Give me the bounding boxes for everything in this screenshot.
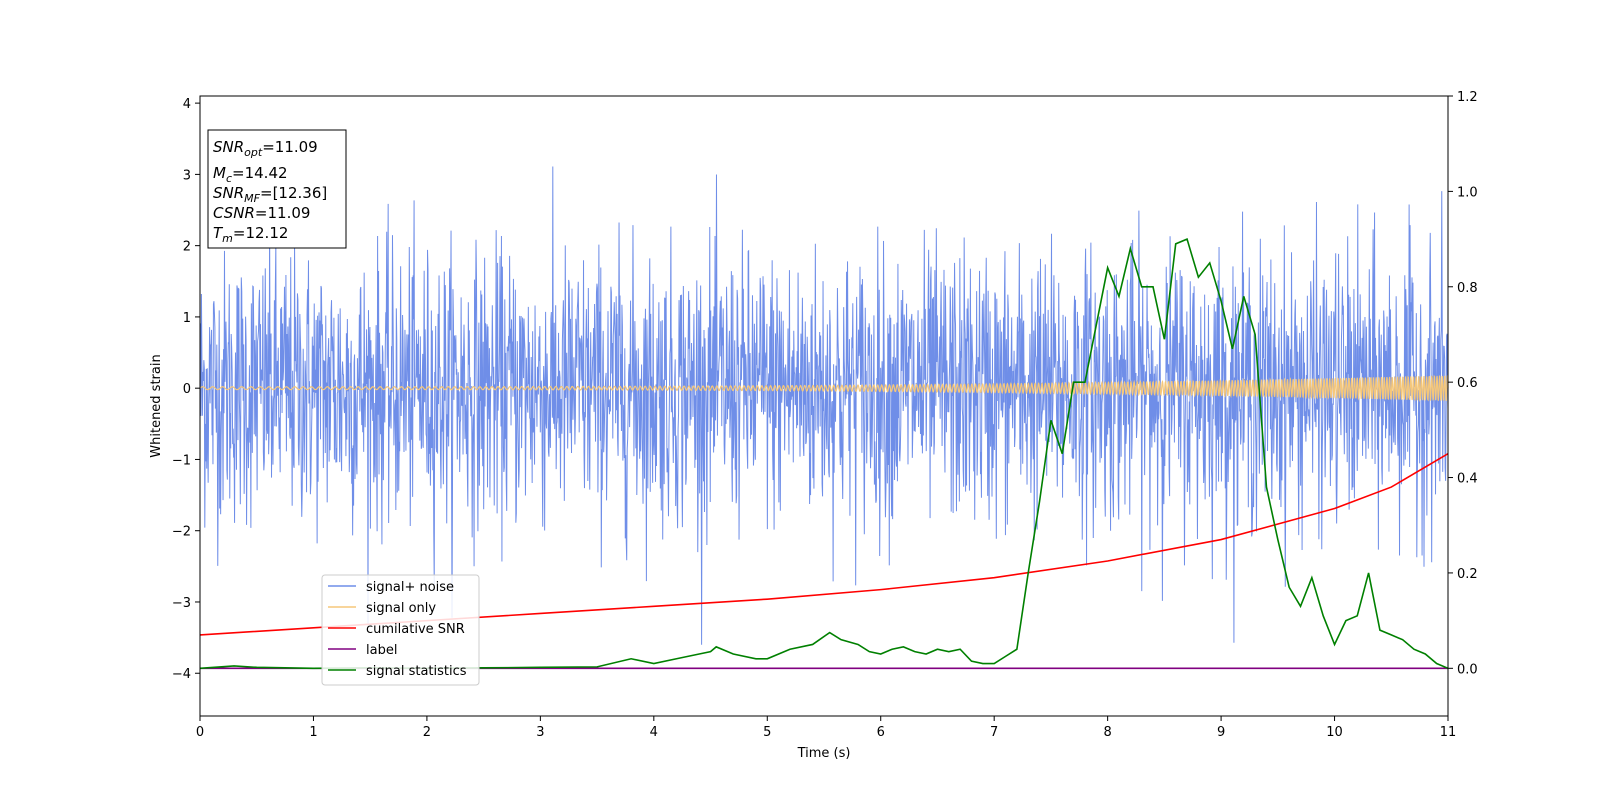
left-y-axis-ticks: −4 −3 −2 −1 0 1 2 3 4 bbox=[172, 97, 200, 682]
x-tick-label: 3 bbox=[536, 725, 544, 740]
y-axis-label: Whitened strain bbox=[149, 354, 164, 457]
signal-plus-noise-line bbox=[199, 166, 1449, 645]
left-y-tick-label: 3 bbox=[183, 168, 191, 183]
x-tick-label: 5 bbox=[763, 725, 771, 740]
left-y-tick-label: −4 bbox=[172, 667, 191, 682]
x-tick-label: 9 bbox=[1217, 725, 1225, 740]
left-y-tick-label: 2 bbox=[183, 240, 191, 255]
left-y-tick-label: −1 bbox=[172, 453, 191, 468]
stats-snr-mf: SNRMF=[12.36] bbox=[213, 184, 327, 205]
stats-csnr: CSNR=11.09 bbox=[213, 204, 310, 222]
stats-mc: Mc=14.42 bbox=[213, 164, 288, 185]
signal-only-line bbox=[199, 374, 1449, 402]
right-y-tick-label: 0.4 bbox=[1457, 472, 1478, 487]
x-tick-label: 10 bbox=[1326, 725, 1343, 740]
stats-snr-opt: SNRopt=11.09 bbox=[213, 138, 318, 159]
legend-label-signal-noise: signal+ noise bbox=[366, 580, 454, 595]
legend-label-signal-statistics: signal statistics bbox=[366, 664, 467, 679]
x-axis-ticks: 0 1 2 3 4 5 6 7 8 9 10 11 bbox=[196, 716, 1456, 740]
x-tick-label: 4 bbox=[650, 725, 658, 740]
stats-box-frame bbox=[207, 129, 347, 249]
signal-statistics-line bbox=[199, 237, 1449, 670]
stats-tm: Tm=12.12 bbox=[213, 224, 288, 245]
stats-box: SNRopt=11.09 Mc=14.42 SNRMF=[12.36] CSNR… bbox=[207, 129, 347, 249]
x-tick-label: 1 bbox=[309, 725, 317, 740]
left-y-tick-label: −2 bbox=[172, 525, 191, 540]
left-y-tick-label: 0 bbox=[183, 382, 191, 397]
left-y-tick-label: 4 bbox=[183, 97, 191, 112]
series-signal-only bbox=[199, 374, 1449, 402]
right-y-tick-label: 1.2 bbox=[1457, 90, 1478, 105]
right-y-tick-label: 0.6 bbox=[1457, 376, 1478, 391]
legend: signal+ noise signal only cumilative SNR la… bbox=[321, 574, 480, 686]
right-y-tick-label: 1.0 bbox=[1457, 185, 1478, 200]
legend-label-signal-only: signal only bbox=[366, 601, 436, 616]
right-y-tick-label: 0.8 bbox=[1457, 281, 1478, 296]
right-y-tick-label: 0.0 bbox=[1457, 662, 1478, 677]
left-y-tick-label: 1 bbox=[183, 311, 191, 326]
plot-frame bbox=[199, 95, 1449, 717]
x-tick-label: 6 bbox=[877, 725, 885, 740]
left-y-tick-label: −3 bbox=[172, 596, 191, 611]
series-signal-plus-noise bbox=[199, 166, 1449, 645]
legend-label-cumilative-snr: cumilative SNR bbox=[366, 622, 465, 637]
x-tick-label: 0 bbox=[196, 725, 204, 740]
x-tick-label: 11 bbox=[1440, 725, 1457, 740]
legend-label-label: label bbox=[366, 643, 397, 658]
x-tick-label: 7 bbox=[990, 725, 998, 740]
x-tick-label: 8 bbox=[1103, 725, 1111, 740]
right-y-axis-ticks: 0.0 0.2 0.4 0.6 0.8 1.0 1.2 bbox=[1448, 90, 1478, 677]
x-tick-label: 2 bbox=[423, 725, 431, 740]
x-axis-label: Time (s) bbox=[797, 746, 851, 761]
right-y-tick-label: 0.2 bbox=[1457, 567, 1478, 582]
legend-frame bbox=[321, 574, 480, 686]
